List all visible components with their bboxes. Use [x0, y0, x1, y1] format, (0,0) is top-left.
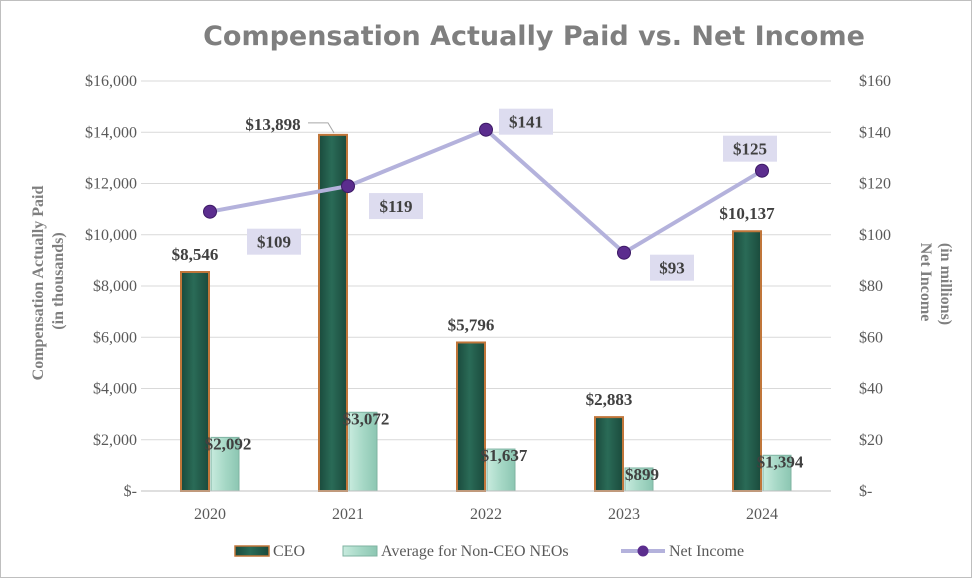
net-income-point: [755, 163, 769, 178]
ceo-data-label: $5,796: [448, 315, 495, 334]
legend-ceo-swatch: [234, 545, 270, 557]
x-tick-label: 2024: [746, 506, 778, 523]
left-tick-label: $2,000: [93, 432, 137, 449]
right-tick-label: $-: [859, 483, 872, 500]
left-axis-title-line2: (in thousands): [50, 232, 67, 329]
left-tick-label: $12,000: [85, 176, 137, 193]
right-axis-title: Net Income (in millions): [917, 243, 954, 326]
right-axis-ticks: $- $20 $40 $60 $80 $100 $120 $140 $160: [859, 73, 891, 500]
right-tick-label: $120: [859, 176, 891, 193]
left-axis-title: Compensation Actually Paid (in thousands…: [30, 182, 67, 381]
x-tick-label: 2022: [470, 506, 502, 523]
net-income-label-box: [369, 193, 423, 220]
ceo-data-label: $8,546: [172, 245, 219, 264]
ceo-bar: [180, 271, 210, 493]
left-tick-label: $4,000: [93, 381, 137, 398]
bars: [180, 133, 792, 493]
net-income-data-label: $141: [509, 113, 543, 132]
net-income-data-label: $119: [379, 197, 412, 216]
legend-neo-swatch: [342, 545, 378, 557]
net-income-label-box: [499, 108, 553, 135]
neo-data-label: $899: [625, 465, 659, 484]
net-income-point: [617, 245, 631, 260]
legend-neo-label: Average for Non-CEO NEOs: [381, 543, 569, 560]
x-tick-label: 2021: [332, 506, 364, 523]
neo-bar: [210, 436, 240, 492]
net-income-line: [203, 122, 769, 260]
right-tick-label: $100: [859, 227, 891, 244]
net-income-label-box: [650, 254, 694, 281]
left-tick-label: $10,000: [85, 227, 137, 244]
right-tick-label: $20: [859, 432, 883, 449]
ceo-data-label: $13,898: [245, 115, 300, 134]
chart-title: Compensation Actually Paid vs. Net Incom…: [203, 21, 865, 52]
right-axis-title-line2: (in millions): [937, 243, 954, 325]
x-tick-label: 2020: [194, 506, 226, 523]
net-income-point: [341, 179, 355, 194]
neo-data-label: $1,394: [757, 452, 804, 471]
net-income-data-label: $109: [257, 233, 291, 252]
ceo-bar: [456, 341, 486, 493]
net-income-label-box: [723, 135, 777, 162]
legend-net-income-marker: [637, 545, 649, 557]
left-tick-label: $8,000: [93, 278, 137, 295]
net-income-data-label: $125: [733, 140, 767, 159]
right-tick-label: $160: [859, 73, 891, 90]
right-tick-label: $140: [859, 124, 891, 141]
right-tick-label: $80: [859, 278, 883, 295]
x-axis: 2020 2021 2022 2023 2024: [141, 490, 831, 523]
right-axis-title-line1: Net Income: [917, 243, 934, 322]
legend: CEO Average for Non-CEO NEOs Net Income: [234, 543, 744, 560]
ceo-data-label: $2,883: [586, 390, 633, 409]
net-income-label-box: [247, 228, 301, 255]
net-income-point: [203, 204, 217, 219]
left-tick-label: $16,000: [85, 73, 137, 90]
data-labels: $8,546 $13,898 $5,796 $2,883 $10,137 $2,092 $3…: [172, 108, 804, 484]
legend-ceo-label: CEO: [273, 543, 305, 560]
net-income-point: [479, 122, 493, 137]
neo-data-label: $1,637: [481, 446, 528, 465]
left-axis-title-line1: Compensation Actually Paid: [30, 186, 47, 381]
left-tick-label: $14,000: [85, 124, 137, 141]
right-tick-label: $60: [859, 329, 883, 346]
net-income-data-label: $93: [659, 259, 685, 278]
right-tick-label: $40: [859, 381, 883, 398]
ceo-label-leader-line: [308, 122, 335, 134]
left-tick-label: $-: [124, 483, 137, 500]
x-tick-label: 2023: [608, 506, 640, 523]
legend-net-income-label: Net Income: [669, 543, 744, 560]
ceo-data-label: $10,137: [719, 204, 775, 223]
left-tick-label: $6,000: [93, 329, 137, 346]
neo-data-label: $3,072: [343, 409, 390, 428]
ceo-bar: [594, 416, 624, 493]
left-axis-ticks: $- $2,000 $4,000 $6,000 $8,000 $10,000 $12,000…: [85, 73, 137, 500]
neo-data-label: $2,092: [205, 434, 252, 453]
